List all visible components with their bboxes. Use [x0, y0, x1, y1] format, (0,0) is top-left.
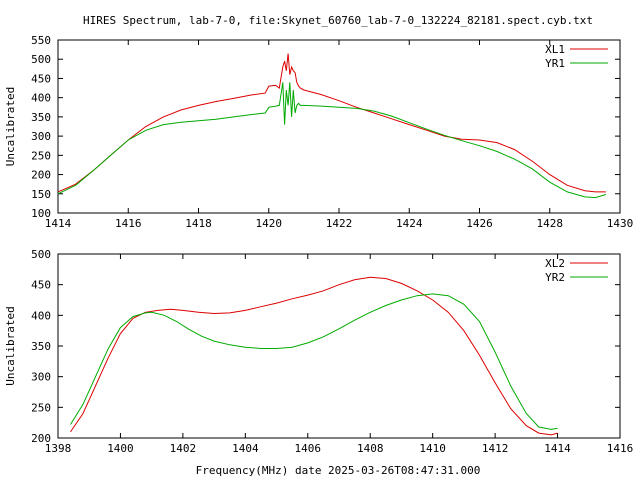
x-tick-label: 1424 [396, 217, 423, 230]
plot-frame [57, 253, 621, 439]
series-line-yr1 [57, 82, 607, 199]
y-tick-label: 450 [31, 279, 51, 292]
x-tick-label: 1428 [537, 217, 564, 230]
x-tick-label: 1412 [482, 442, 509, 455]
y-tick-label: 500 [31, 248, 51, 261]
y-axis-label: Uncalibrated [4, 306, 17, 385]
plot-frame [57, 39, 621, 214]
legend-label: XL1 [545, 43, 565, 56]
x-tick-label: 1430 [607, 217, 634, 230]
legend-label: XL2 [545, 257, 565, 270]
y-tick-label: 350 [31, 111, 51, 124]
x-tick-label: 1400 [107, 442, 134, 455]
x-tick-label: 1426 [466, 217, 493, 230]
y-tick-label: 400 [31, 92, 51, 105]
legend-label: YR2 [545, 271, 565, 284]
y-tick-label: 250 [31, 401, 51, 414]
x-tick-label: 1418 [185, 217, 212, 230]
series-line-xl2 [70, 276, 558, 436]
top-panel: 1414 1416 1418 1420 1422 1424 1426 1428 1430 100 1… [4, 34, 633, 230]
y-tick-label: 150 [31, 188, 51, 201]
y-tick-label: 500 [31, 53, 51, 66]
x-tick-label: 1414 [544, 442, 571, 455]
bottom-panel: 1398 1400 1402 1404 1406 1408 1410 1412 1414 1416… [4, 248, 633, 455]
x-tick-label: 1398 [45, 442, 72, 455]
y-tick-label: 300 [31, 371, 51, 384]
chart-title: HIRES Spectrum, lab-7-0, file:Skynet_607… [83, 14, 593, 27]
series-line-xl1 [57, 53, 606, 193]
x-tick-label: 1406 [295, 442, 322, 455]
x-tick-label: 1414 [45, 217, 72, 230]
y-tick-label: 200 [31, 432, 51, 445]
x-tick-label: 1416 [607, 442, 634, 455]
y-tick-label: 450 [31, 72, 51, 85]
x-tick-label: 1404 [232, 442, 259, 455]
y-tick-label: 200 [31, 169, 51, 182]
y-tick-label: 250 [31, 149, 51, 162]
x-tick-label: 1422 [326, 217, 353, 230]
y-tick-label: 300 [31, 130, 51, 143]
x-tick-label: 1410 [419, 442, 446, 455]
y-axis-label: Uncalibrated [4, 87, 17, 166]
x-tick-label: 1420 [256, 217, 283, 230]
y-tick-label: 400 [31, 309, 51, 322]
legend-label: YR1 [545, 57, 565, 70]
y-tick-label: 350 [31, 340, 51, 353]
x-axis-label: Frequency(MHz) date 2025-03-26T08:47:31.… [196, 464, 481, 477]
series-line-yr2 [70, 293, 558, 430]
x-tick-label: 1408 [357, 442, 384, 455]
x-tick-label: 1416 [115, 217, 142, 230]
y-tick-label: 550 [31, 34, 51, 47]
y-tick-label: 100 [31, 207, 51, 220]
x-tick-label: 1402 [170, 442, 197, 455]
